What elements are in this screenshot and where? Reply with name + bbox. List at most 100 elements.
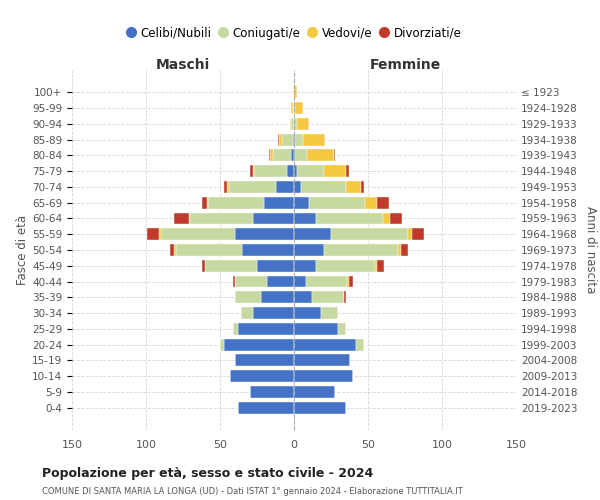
Bar — [290, 118, 291, 130]
Bar — [349, 276, 353, 287]
Bar — [233, 276, 235, 287]
Bar — [293, 134, 294, 145]
Bar — [344, 292, 346, 303]
Bar — [294, 134, 295, 145]
Bar — [294, 118, 297, 130]
Bar — [346, 165, 349, 177]
Bar — [365, 197, 377, 208]
Bar — [206, 197, 208, 208]
Bar — [383, 212, 390, 224]
Bar — [235, 276, 268, 287]
Bar — [320, 307, 338, 319]
Bar — [160, 228, 161, 240]
Bar — [398, 244, 401, 256]
Bar — [390, 212, 402, 224]
Bar — [293, 86, 294, 98]
Bar — [174, 244, 176, 256]
Bar — [303, 134, 325, 145]
Bar — [148, 228, 160, 240]
Y-axis label: Fasce di età: Fasce di età — [16, 215, 29, 285]
Bar — [331, 228, 408, 240]
Bar — [190, 212, 253, 224]
Bar — [294, 370, 353, 382]
Text: Popolazione per età, sesso e stato civile - 2024: Popolazione per età, sesso e stato civil… — [42, 468, 373, 480]
Bar — [291, 118, 294, 130]
Text: Femmine: Femmine — [370, 58, 440, 72]
Bar — [291, 102, 293, 114]
Bar — [233, 323, 238, 335]
Bar — [227, 181, 229, 193]
Bar — [254, 165, 287, 177]
Bar — [294, 150, 295, 162]
Bar — [294, 338, 356, 350]
Bar — [294, 402, 346, 413]
Bar — [265, 197, 294, 208]
Bar — [347, 276, 349, 287]
Bar — [242, 244, 294, 256]
Bar — [205, 260, 257, 272]
Bar — [297, 165, 323, 177]
Bar — [176, 244, 242, 256]
Bar — [323, 165, 346, 177]
Bar — [377, 197, 389, 208]
Bar — [294, 165, 297, 177]
Bar — [294, 276, 306, 287]
Bar — [224, 181, 227, 193]
Y-axis label: Anni di nascita: Anni di nascita — [584, 206, 597, 294]
Bar — [323, 244, 398, 256]
Bar — [189, 212, 190, 224]
Bar — [224, 338, 294, 350]
Bar — [294, 354, 350, 366]
Bar — [235, 292, 262, 303]
Bar — [361, 181, 364, 193]
Bar — [229, 181, 276, 193]
Bar — [208, 197, 265, 208]
Bar — [278, 134, 279, 145]
Bar — [250, 386, 294, 398]
Bar — [294, 86, 297, 98]
Bar — [306, 276, 347, 287]
Bar — [241, 307, 253, 319]
Bar — [250, 165, 253, 177]
Bar — [287, 165, 294, 177]
Bar — [174, 212, 189, 224]
Bar — [202, 197, 206, 208]
Bar — [294, 212, 316, 224]
Bar — [312, 292, 344, 303]
Bar — [262, 292, 294, 303]
Bar — [377, 260, 384, 272]
Bar — [253, 212, 294, 224]
Bar — [268, 276, 294, 287]
Bar — [356, 338, 364, 350]
Bar — [376, 260, 377, 272]
Bar — [346, 181, 361, 193]
Bar — [401, 244, 408, 256]
Bar — [294, 292, 312, 303]
Text: COMUNE DI SANTA MARIA LA LONGA (UD) - Dati ISTAT 1° gennaio 2024 - Elaborazione : COMUNE DI SANTA MARIA LA LONGA (UD) - Da… — [42, 488, 463, 496]
Bar — [294, 260, 316, 272]
Bar — [316, 260, 376, 272]
Bar — [412, 228, 424, 240]
Bar — [338, 323, 346, 335]
Bar — [294, 197, 309, 208]
Bar — [253, 165, 254, 177]
Bar — [307, 150, 334, 162]
Bar — [295, 150, 307, 162]
Bar — [257, 260, 294, 272]
Bar — [235, 228, 294, 240]
Bar — [238, 402, 294, 413]
Bar — [273, 150, 291, 162]
Bar — [161, 228, 235, 240]
Bar — [294, 228, 331, 240]
Bar — [279, 134, 282, 145]
Bar — [230, 370, 294, 382]
Bar — [294, 386, 335, 398]
Legend: Celibi/Nubili, Coniugati/e, Vedovi/e, Divorziati/e: Celibi/Nubili, Coniugati/e, Vedovi/e, Di… — [122, 22, 466, 44]
Bar — [271, 150, 273, 162]
Bar — [294, 323, 338, 335]
Bar — [293, 102, 294, 114]
Bar — [309, 197, 365, 208]
Bar — [408, 228, 412, 240]
Bar — [294, 181, 301, 193]
Bar — [291, 150, 294, 162]
